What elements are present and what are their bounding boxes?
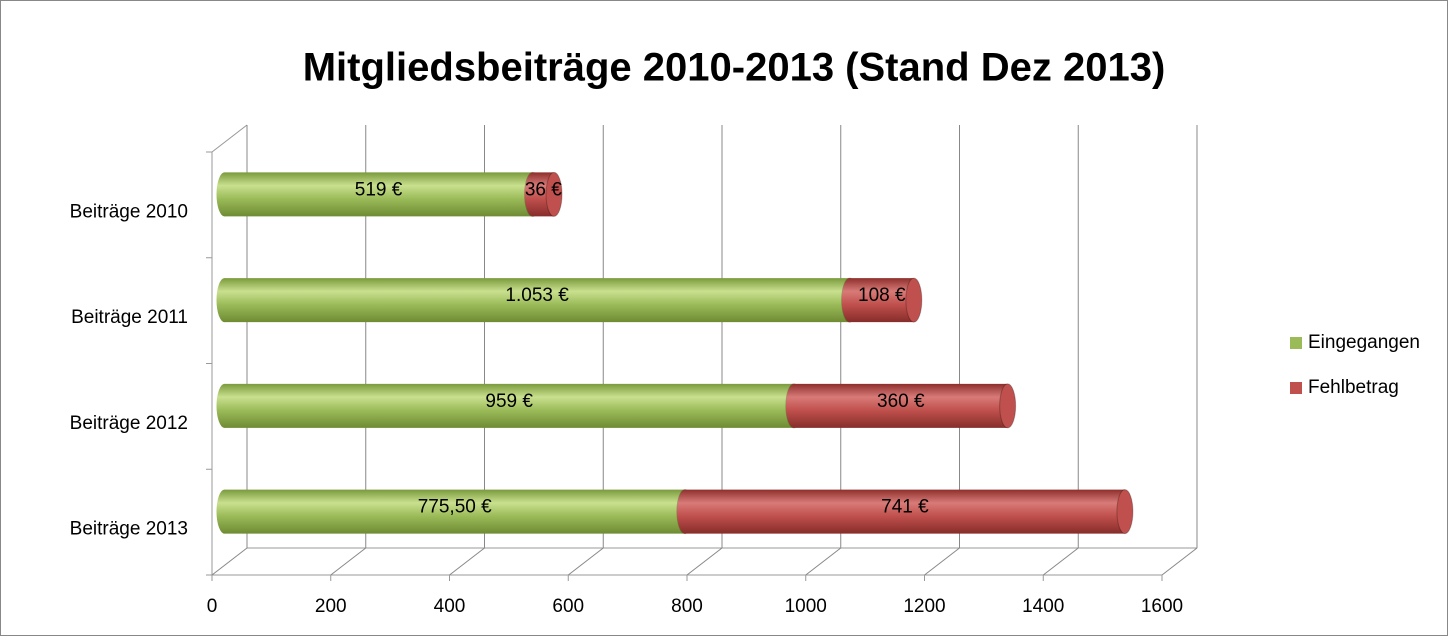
- value-label: 1.053 €: [505, 285, 569, 306]
- bar-cap: [999, 383, 1017, 429]
- bar: [224, 489, 685, 534]
- y-tick-label: Beiträge 2012: [70, 413, 188, 434]
- value-label: 360 €: [877, 391, 925, 412]
- grid-line: [567, 547, 604, 576]
- x-tick-label: 1200: [903, 596, 945, 617]
- grid-line: [1161, 547, 1198, 576]
- y-tick-label: Beiträge 2011: [71, 307, 188, 328]
- grid-line: [330, 547, 367, 576]
- bar: [224, 383, 794, 428]
- value-label: 775,50 €: [418, 497, 492, 518]
- bar-cap: [905, 277, 923, 323]
- legend-swatch: [1290, 382, 1302, 394]
- value-label: 36 €: [525, 179, 562, 200]
- bar: [684, 489, 1125, 534]
- grid-line: [449, 547, 485, 576]
- legend-label: Fehlbetrag: [1308, 377, 1399, 398]
- value-label: 959 €: [485, 391, 533, 412]
- x-tick-label: 200: [315, 596, 347, 617]
- bar: [224, 278, 850, 323]
- grid-line: [1042, 547, 1079, 576]
- value-label: 519 €: [355, 179, 403, 200]
- value-label: 741 €: [881, 497, 929, 518]
- bar-cap: [545, 171, 563, 217]
- bar-cap: [1116, 489, 1134, 535]
- legend-label: Eingegangen: [1308, 332, 1420, 353]
- grid-line: [805, 547, 842, 576]
- grid-line: [924, 547, 960, 576]
- x-tick-label: 800: [671, 596, 703, 617]
- x-tick-label: 1400: [1022, 596, 1064, 617]
- x-tick-label: 1000: [785, 596, 827, 617]
- grid-line: [211, 547, 248, 576]
- value-label: 108 €: [858, 285, 906, 306]
- y-tick-label: Beiträge 2013: [70, 519, 188, 540]
- grid-line: [686, 547, 723, 576]
- x-tick-label: 1600: [1141, 596, 1183, 617]
- bar: [224, 172, 533, 217]
- legend-swatch: [1290, 337, 1302, 349]
- bar: [793, 383, 1008, 428]
- wall-edge: [211, 124, 248, 153]
- x-tick-label: 400: [434, 596, 466, 617]
- x-tick-label: 0: [207, 596, 218, 617]
- y-tick-label: Beiträge 2010: [70, 201, 188, 222]
- x-tick-label: 600: [552, 596, 584, 617]
- chart-title: Mitgliedsbeiträge 2010-2013 (Stand Dez 2…: [303, 46, 1166, 90]
- bar: [849, 278, 914, 323]
